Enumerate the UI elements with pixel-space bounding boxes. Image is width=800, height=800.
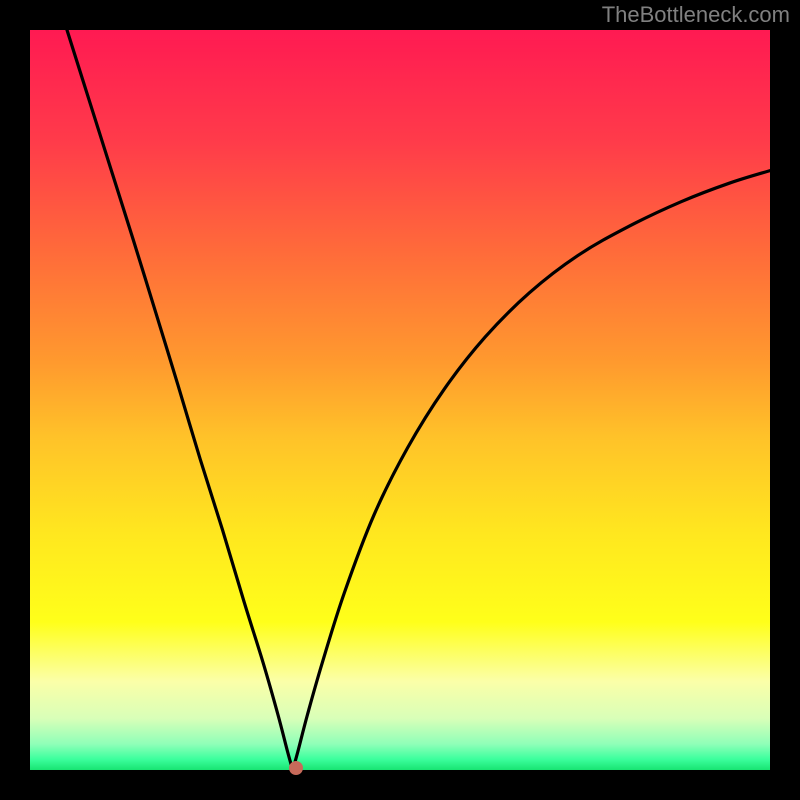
bottleneck-curve [67,30,770,770]
chart-frame: TheBottleneck.com [0,0,800,800]
minimum-marker [289,761,303,775]
curve-layer [30,30,770,770]
watermark-text: TheBottleneck.com [602,2,790,28]
plot-area [30,30,770,770]
